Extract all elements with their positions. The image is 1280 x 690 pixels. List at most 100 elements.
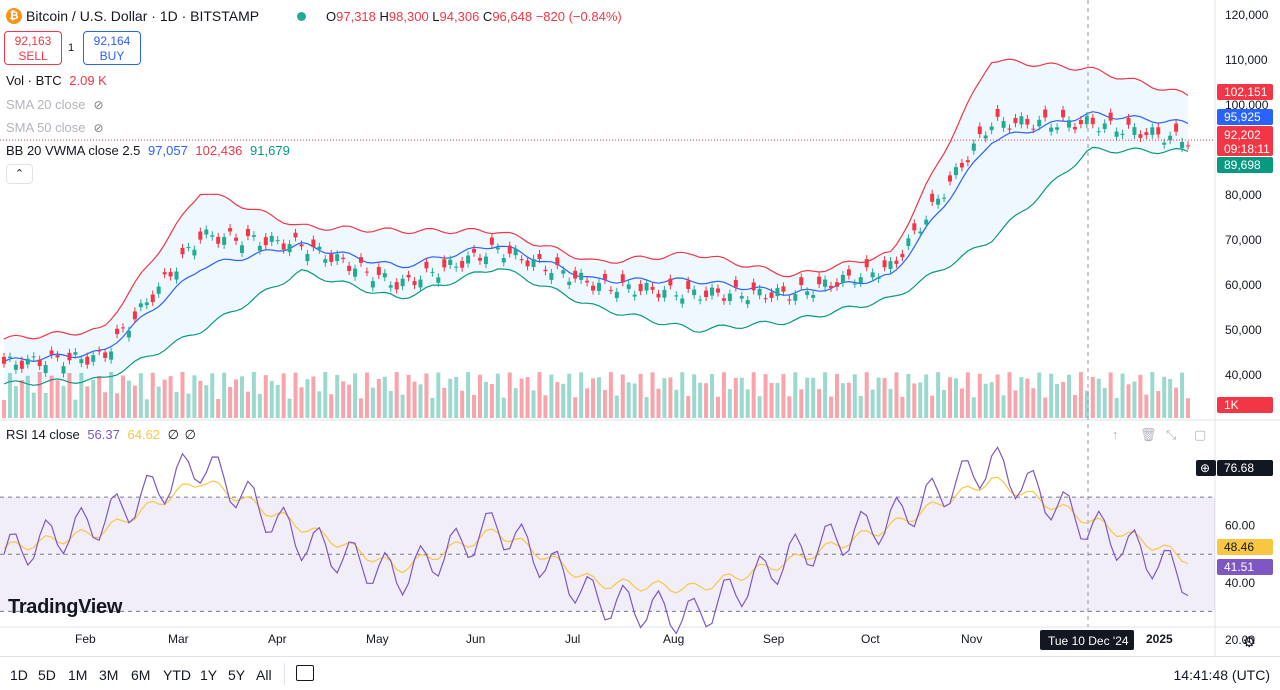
candle-body: [358, 257, 363, 263]
range-1y-button[interactable]: 1Y: [200, 667, 218, 683]
range-ytd-button[interactable]: YTD: [163, 667, 191, 683]
candle-body: [805, 291, 810, 296]
rsi-line: [3, 446, 1189, 635]
maximize-icon[interactable]: ▢: [1194, 427, 1207, 442]
candle-body: [1031, 128, 1036, 130]
rsi-tag: 41.51: [1224, 560, 1254, 574]
candle-body: [769, 292, 774, 298]
calendar-range-icon[interactable]: [296, 665, 314, 681]
sma20-legend[interactable]: SMA 20 close ⊘: [6, 97, 104, 112]
collapse-legend-button[interactable]: ⌃: [6, 164, 33, 184]
clock-readout[interactable]: 14:41:48 (UTC): [1173, 667, 1270, 683]
candle-body: [150, 294, 155, 303]
volume-bar: [150, 372, 155, 418]
volume-bar: [293, 372, 298, 418]
candle-body: [115, 328, 120, 335]
volume-bar: [632, 383, 637, 418]
bb-lower-value: 91,679: [250, 143, 290, 158]
candle-body: [1072, 126, 1077, 130]
range-5d-button[interactable]: 5D: [38, 667, 56, 683]
price-axis-tick-label: 120,000: [1225, 8, 1269, 22]
eye-off-icon[interactable]: ⊘: [93, 98, 104, 112]
chart-canvas[interactable]: 40,00050,00060,00070,00080,00090,000100,…: [0, 0, 1280, 656]
gear-icon[interactable]: ⚙: [1242, 634, 1256, 651]
collapse-icon[interactable]: ⤡: [1166, 427, 1177, 442]
volume-bar: [329, 394, 334, 418]
candle-body: [983, 135, 988, 139]
candle-body: [2, 356, 6, 364]
rsi-axis-tick-label: 60.00: [1225, 519, 1255, 533]
symbol-title[interactable]: Bitcoin / U.S. Dollar · 1D · BITSTAMP: [26, 8, 260, 24]
volume-bar: [394, 372, 399, 418]
range-5y-button[interactable]: 5Y: [228, 667, 246, 683]
range-6m-button[interactable]: 6M: [131, 667, 151, 683]
volume-bar: [388, 391, 393, 418]
volume-bar: [513, 388, 518, 418]
price-axis-tick-label: 110,000: [1225, 53, 1268, 67]
bb-basis-line: [3, 111, 1189, 363]
rsi-legend[interactable]: RSI 14 close 56.37 64.62 ∅ ∅: [6, 427, 196, 443]
sma20-legend-name: SMA 20 close: [6, 97, 86, 112]
market-status-icon: [297, 12, 306, 21]
volume-bar: [1162, 376, 1167, 418]
range-all-button[interactable]: All: [256, 667, 272, 683]
volume-bar: [97, 375, 102, 418]
volume-bar: [983, 383, 988, 418]
volume-bar: [358, 398, 363, 418]
crosshair-date-bg: [1040, 630, 1134, 650]
volume-bar: [995, 374, 1000, 418]
range-1d-button[interactable]: 1D: [10, 667, 28, 683]
volume-bar: [347, 384, 352, 418]
bb-legend[interactable]: BB 20 VWMA close 2.5 97,057 102,436 91,6…: [6, 143, 290, 158]
volume-bar: [364, 372, 369, 418]
candle-body: [198, 231, 203, 240]
trash-icon[interactable]: 🗑: [1140, 427, 1157, 442]
sma50-legend[interactable]: SMA 50 close ⊘: [6, 120, 104, 135]
volume-legend[interactable]: Vol · BTC 2.09 K: [6, 73, 107, 88]
buy-button[interactable]: 92,164 BUY: [83, 31, 141, 65]
volume-bar: [91, 379, 96, 418]
volume-bar: [1090, 376, 1095, 418]
volume-bar: [126, 380, 131, 418]
candle-body: [573, 270, 578, 279]
candle-body: [650, 286, 655, 290]
volume-bar: [644, 396, 649, 418]
range-3m-button[interactable]: 3M: [99, 667, 119, 683]
countdown-tag: 09:18:11: [1224, 142, 1270, 156]
volume-bar: [1120, 373, 1125, 418]
volume-bar: [811, 377, 816, 418]
candle-body: [811, 295, 816, 298]
volume-bar: [680, 372, 685, 418]
bb-upper-price-tag-bg: [1217, 84, 1273, 100]
candle-body: [162, 272, 167, 275]
volume-bar: [37, 372, 42, 418]
candle-body: [299, 244, 304, 247]
tradingview-logo[interactable]: TradingView: [8, 596, 123, 618]
volume-bar: [763, 374, 768, 418]
candle-body: [900, 253, 905, 258]
time-axis-tick-label: May: [366, 632, 389, 646]
arrow-up-icon[interactable]: ↑: [1112, 427, 1119, 442]
range-1m-button[interactable]: 1M: [68, 667, 88, 683]
volume-bar: [1174, 387, 1179, 418]
candle-body: [126, 330, 131, 338]
candle-body: [817, 276, 822, 285]
candle-body: [579, 272, 584, 280]
candle-body: [727, 293, 732, 302]
volume-bar: [245, 391, 250, 418]
eye-off-icon[interactable]: ⊘: [93, 121, 104, 135]
volume-bar: [561, 383, 566, 418]
candle-body: [1138, 134, 1143, 138]
quantity-value[interactable]: 1: [68, 42, 75, 54]
candle-body: [1156, 127, 1161, 135]
volume-bar: [668, 377, 673, 418]
candle-body: [424, 261, 429, 269]
candle-body: [400, 278, 405, 287]
sell-price: 92,163: [14, 34, 52, 48]
bb-basis-value: 97,057: [148, 143, 188, 158]
volume-bar: [1168, 378, 1173, 418]
sell-button[interactable]: 92,163 SELL: [4, 31, 62, 65]
candle-body: [1090, 117, 1095, 125]
candle-body: [1096, 131, 1101, 133]
volume-bar: [977, 373, 982, 418]
